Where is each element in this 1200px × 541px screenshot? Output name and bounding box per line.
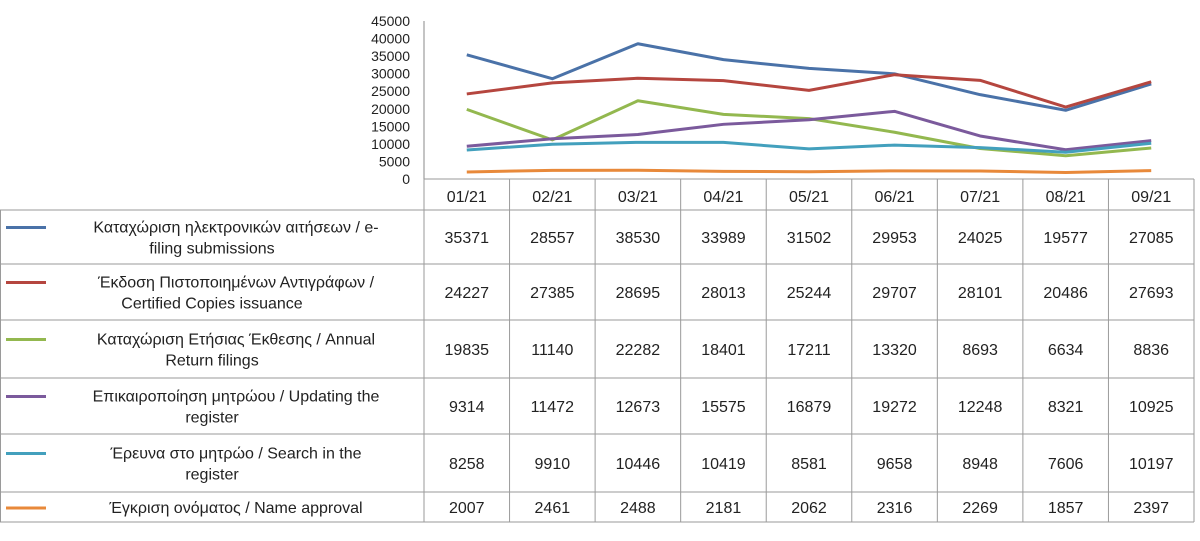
- table-value-cell: 9314: [449, 399, 485, 416]
- table-value-cell: 20486: [1043, 285, 1088, 302]
- table-value-cell: 2269: [962, 500, 998, 517]
- series-line: [466, 140, 1152, 154]
- y-tick-label: 45000: [371, 13, 410, 29]
- table-value-cell: 11472: [531, 399, 574, 416]
- series-name-label: Καταχώριση Ετήσιας Έκθεσης / Annual: [97, 332, 375, 349]
- x-category-label: 02/21: [532, 189, 572, 206]
- table-value-cell: 2007: [449, 500, 485, 517]
- table-value-cell: 29953: [872, 230, 917, 247]
- y-tick-label: 20000: [371, 101, 410, 117]
- table-value-cell: 1857: [1048, 500, 1084, 517]
- series-line: [466, 73, 1152, 109]
- x-category-label: 05/21: [789, 189, 829, 206]
- series-name-label: Επικαιροποίηση μητρώου / Updating the: [93, 389, 380, 406]
- table-value-cell: 28101: [958, 285, 1003, 302]
- table-value-cell: 2181: [706, 500, 742, 517]
- table-value-cell: 8948: [962, 456, 998, 473]
- table-value-cell: 33989: [701, 230, 746, 247]
- series-name-label: Certified Copies issuance: [121, 296, 303, 313]
- y-tick-label: 30000: [371, 66, 410, 82]
- table-value-cell: 11140: [531, 342, 573, 359]
- table-value-cell: 15575: [701, 399, 746, 416]
- series-line: [466, 42, 1152, 112]
- y-tick-label: 10000: [371, 136, 410, 152]
- y-tick-label: 15000: [371, 118, 410, 134]
- table-value-cell: 10446: [616, 456, 661, 473]
- table-value-cell: 27385: [530, 285, 575, 302]
- table-value-cell: 24227: [445, 285, 490, 302]
- table-value-cell: 24025: [958, 230, 1003, 247]
- x-category-label: 07/21: [960, 189, 1000, 206]
- table-value-cell: 2461: [535, 500, 571, 517]
- table-value-cell: 6634: [1048, 342, 1084, 359]
- table-value-cell: 22282: [616, 342, 661, 359]
- y-tick-label: 5000: [379, 153, 410, 169]
- x-category-label: 08/21: [1046, 189, 1086, 206]
- table-value-cell: 8258: [449, 456, 485, 473]
- table-value-cell: 28695: [616, 285, 661, 302]
- table-value-cell: 10197: [1129, 456, 1174, 473]
- table-value-cell: 17211: [787, 342, 830, 359]
- table-value-cell: 12673: [616, 399, 661, 416]
- table-value-cell: 10925: [1129, 399, 1174, 416]
- x-category-label: 04/21: [703, 189, 743, 206]
- series-name-label: register: [185, 410, 239, 427]
- y-tick-label: 25000: [371, 83, 410, 99]
- table-value-cell: 9658: [877, 456, 913, 473]
- table-value-cell: 8321: [1048, 399, 1084, 416]
- series-name-label: Έκδοση Πιστοποιημένων Αντιγράφων /: [97, 275, 375, 292]
- table-value-cell: 35371: [445, 230, 490, 247]
- series-name-label: Καταχώριση ηλεκτρονικών αιτήσεων / e-: [93, 220, 378, 237]
- series-line: [466, 109, 1152, 152]
- y-tick-label: 0: [402, 171, 410, 187]
- table-value-cell: 25244: [787, 285, 832, 302]
- table-value-cell: 7606: [1048, 456, 1084, 473]
- series-name-label: Έγκριση ονόματος / Name approval: [108, 500, 362, 517]
- series-line: [466, 168, 1152, 174]
- table-value-cell: 28557: [530, 230, 575, 247]
- table-value-cell: 8581: [791, 456, 827, 473]
- table-value-cell: 27693: [1129, 285, 1174, 302]
- table-value-cell: 2397: [1133, 500, 1169, 517]
- x-category-label: 01/21: [447, 189, 487, 206]
- table-value-cell: 38530: [616, 230, 661, 247]
- y-tick-label: 40000: [371, 31, 410, 47]
- table-value-cell: 28013: [701, 285, 746, 302]
- table-value-cell: 27085: [1129, 230, 1174, 247]
- table-value-cell: 19272: [872, 399, 917, 416]
- series-name-label: filing submissions: [149, 241, 274, 258]
- series-name-label: register: [185, 467, 239, 484]
- table-value-cell: 2062: [791, 500, 827, 517]
- table-value-cell: 2316: [877, 500, 913, 517]
- y-tick-label: 35000: [371, 48, 410, 64]
- table-value-cell: 8693: [962, 342, 998, 359]
- table-value-cell: 12248: [958, 399, 1003, 416]
- series-name-label: Return filings: [165, 353, 258, 370]
- table-value-cell: 13320: [872, 342, 917, 359]
- x-category-label: 09/21: [1131, 189, 1171, 206]
- table-value-cell: 10419: [701, 456, 746, 473]
- table-value-cell: 31502: [787, 230, 832, 247]
- x-category-label: 06/21: [875, 189, 915, 206]
- table-value-cell: 19577: [1043, 230, 1088, 247]
- table-value-cell: 9910: [535, 456, 571, 473]
- table-value-cell: 19835: [445, 342, 490, 359]
- table-value-cell: 18401: [701, 342, 746, 359]
- table-value-cell: 2488: [620, 500, 656, 517]
- table-value-cell: 29707: [872, 285, 917, 302]
- x-category-label: 03/21: [618, 189, 658, 206]
- series-name-label: Έρευνα στο μητρώο / Search in the: [109, 446, 361, 463]
- table-value-cell: 8836: [1133, 342, 1169, 359]
- table-value-cell: 16879: [787, 399, 832, 416]
